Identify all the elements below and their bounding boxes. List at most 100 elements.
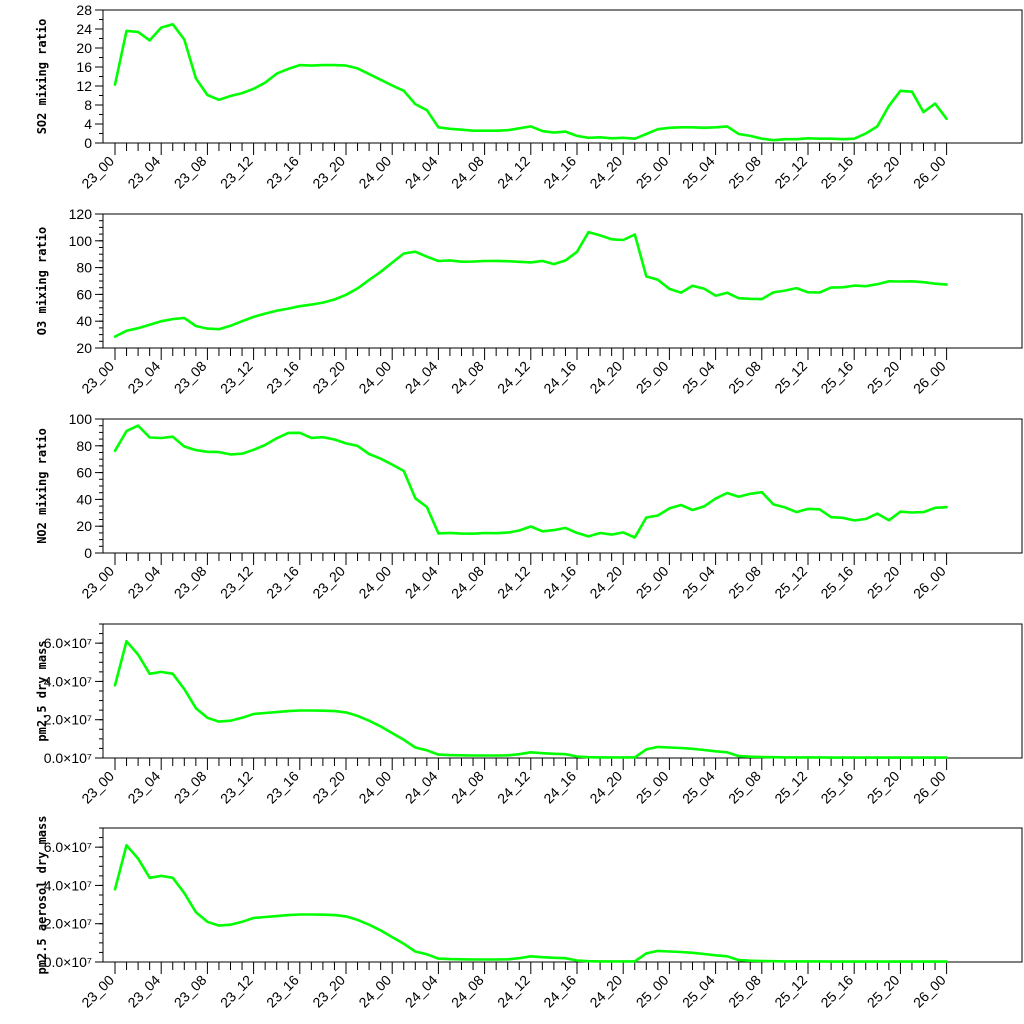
x-tick-label: 23_16: [263, 768, 302, 807]
x-tick-label: 24_12: [494, 972, 533, 1011]
y-axis-label: SO2 mixing ratio: [35, 19, 49, 135]
x-tick-label: 25_08: [725, 358, 764, 397]
plot-frame: [102, 827, 1023, 963]
y-tick-label: 120: [69, 206, 93, 222]
x-tick-label: 23_20: [309, 972, 348, 1011]
x-tick-label: 23_12: [217, 153, 256, 192]
y-tick-label: 20: [76, 518, 92, 534]
x-tick-label: 25_16: [817, 563, 856, 602]
x-tick-label: 24_20: [586, 153, 625, 192]
series-line: [113, 639, 948, 759]
x-tick-label: 23_08: [171, 358, 210, 397]
x-tick-label: 24_04: [402, 768, 441, 807]
x-tick-label: 25_00: [633, 358, 672, 397]
x-tick-label: 25_04: [679, 153, 718, 192]
x-tick-label: 24_08: [448, 768, 487, 807]
plot-frame: [102, 9, 1023, 144]
y-tick-label: 2.0×10⁷: [44, 712, 92, 728]
plot-frame: [102, 213, 1023, 349]
x-tick-label: 23_08: [171, 563, 210, 602]
y-axis-label: pm2.5 aerosol dry mass: [35, 816, 49, 975]
x-tick-label: 24_16: [540, 153, 579, 192]
x-tick-label: 25_04: [679, 563, 718, 602]
x-tick-label: 23_20: [309, 358, 348, 397]
y-tick-label: 40: [76, 313, 92, 329]
x-tick-label: 23_00: [78, 153, 117, 192]
y-tick-label: 80: [76, 260, 92, 276]
x-tick-label: 25_08: [725, 768, 764, 807]
x-tick-label: 26_00: [910, 153, 949, 192]
x-tick-label: 24_00: [355, 358, 394, 397]
x-tick-label: 24_08: [448, 358, 487, 397]
x-tick-label: 25_04: [679, 972, 718, 1011]
x-tick-label: 26_00: [910, 768, 949, 807]
x-tick-label: 24_04: [402, 358, 441, 397]
x-tick-label: 23_16: [263, 563, 302, 602]
x-tick-label: 24_12: [494, 358, 533, 397]
x-tick-label: 24_16: [540, 358, 579, 397]
x-tick-label: 24_20: [586, 972, 625, 1011]
y-tick-label: 8: [84, 97, 92, 113]
y-tick-label: 100: [69, 411, 93, 427]
x-tick-label: 23_00: [78, 768, 117, 807]
x-tick-label: 23_08: [171, 153, 210, 192]
y-tick-label: 12: [76, 78, 92, 94]
x-tick-label: 26_00: [910, 972, 949, 1011]
y-tick-label: 20: [76, 340, 92, 356]
x-tick-label: 23_08: [171, 768, 210, 807]
x-tick-label: 25_08: [725, 972, 764, 1011]
x-tick-label: 23_04: [124, 563, 163, 602]
x-tick-label: 24_20: [586, 358, 625, 397]
x-tick-label: 24_04: [402, 563, 441, 602]
x-tick-label: 24_04: [402, 972, 441, 1011]
plot-frame: [102, 418, 1023, 554]
y-tick-label: 24: [76, 21, 92, 37]
x-tick-label: 23_04: [124, 768, 163, 807]
x-tick-label: 24_12: [494, 153, 533, 192]
x-tick-label: 23_20: [309, 563, 348, 602]
x-tick-label: 25_04: [679, 358, 718, 397]
series-line: [113, 424, 948, 539]
x-tick-label: 24_16: [540, 768, 579, 807]
x-tick-label: 25_08: [725, 153, 764, 192]
x-tick-label: 23_08: [171, 972, 210, 1011]
x-tick-label: 24_20: [586, 768, 625, 807]
x-tick-label: 23_20: [309, 153, 348, 192]
y-tick-label: 28: [76, 2, 92, 18]
y-tick-label: 0.0×10⁷: [44, 954, 92, 970]
x-tick-label: 23_12: [217, 358, 256, 397]
y-tick-label: 40: [76, 491, 92, 507]
y-tick-label: 4: [84, 116, 92, 132]
y-axis-label: O3 mixing ratio: [35, 227, 49, 335]
y-tick-label: 0: [84, 135, 92, 151]
x-tick-label: 23_16: [263, 972, 302, 1011]
panel-1: 0 4 8 12 16 20 24 28 23_00 23_04 23_08 23_12 23_16 23…: [35, 2, 1023, 192]
x-tick-label: 25_00: [633, 153, 672, 192]
x-tick-label: 24_08: [448, 563, 487, 602]
x-tick-label: 25_12: [771, 153, 810, 192]
x-tick-label: 25_20: [864, 153, 903, 192]
x-tick-label: 25_20: [864, 563, 903, 602]
x-tick-label: 23_12: [217, 972, 256, 1011]
y-axis-label: NO2 mixing ratio: [35, 428, 49, 544]
x-tick-label: 23_04: [124, 358, 163, 397]
x-tick-label: 25_20: [864, 972, 903, 1011]
y-tick-label: 60: [76, 286, 92, 302]
y-tick-label: 6.0×10⁷: [44, 635, 92, 651]
x-tick-label: 25_08: [725, 563, 764, 602]
x-tick-label: 23_16: [263, 358, 302, 397]
series-line: [113, 843, 948, 963]
x-tick-label: 25_12: [771, 358, 810, 397]
x-tick-label: 23_00: [78, 358, 117, 397]
x-tick-label: 25_20: [864, 358, 903, 397]
x-tick-label: 23_04: [124, 153, 163, 192]
panel-3: 0 20 40 60 80 100 23_00 23_04 23_08 23_12 23_16 23_…: [35, 411, 1023, 602]
x-tick-label: 23_12: [217, 768, 256, 807]
y-tick-label: 4.0×10⁷: [44, 877, 92, 893]
y-tick-label: 100: [69, 233, 93, 249]
x-tick-label: 25_00: [633, 972, 672, 1011]
x-tick-label: 23_00: [78, 563, 117, 602]
series-line: [113, 230, 948, 338]
